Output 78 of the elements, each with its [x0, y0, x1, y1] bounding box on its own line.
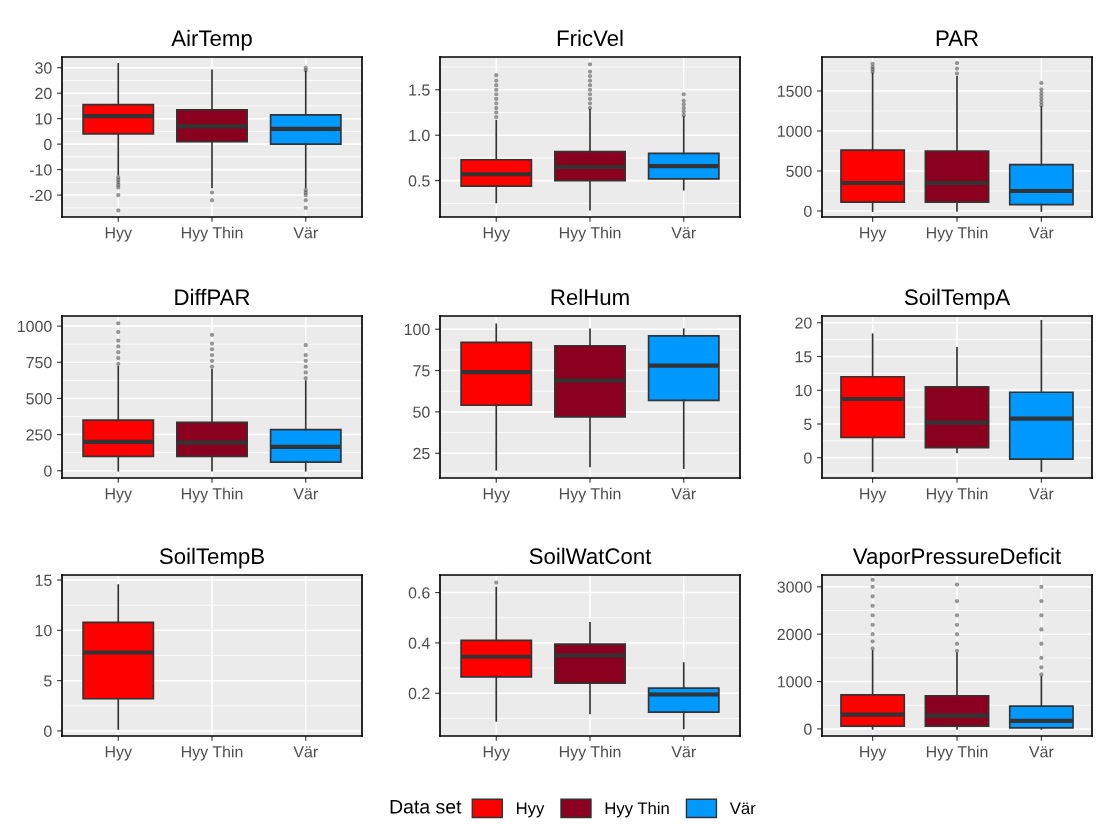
x-tick-label: Hyy Thin [559, 226, 621, 242]
x-tick-label: Hyy [483, 227, 510, 242]
chart-title: DiffPAR [175, 288, 250, 305]
x-tick-label: Hyy [105, 746, 132, 761]
y-tick-label: 0 [44, 138, 52, 151]
y-tick-label: 15 [795, 351, 812, 363]
x-tick-label: Vär [293, 488, 318, 500]
y-tick-label: 1000 [17, 320, 52, 333]
x-tick-label: Vär [671, 488, 696, 500]
x-tick-label: Hyy Thin [559, 487, 621, 503]
x-tick-label: Hyy [105, 227, 132, 242]
y-tick-label: 1.5 [409, 84, 430, 96]
x-tick-label: Vär [1029, 746, 1054, 758]
x-tick-label: Vär [671, 746, 696, 758]
x-tick-label: Hyy Thin [559, 745, 621, 761]
x-tick-label: Hyy [860, 488, 887, 503]
y-tick-label: 1000 [777, 125, 812, 137]
category-label: Hyy Thin [605, 801, 669, 818]
y-tick-label: 0.2 [408, 687, 430, 700]
y-tick-label: 750 [26, 356, 52, 369]
x-tick-label: Hyy Thin [926, 487, 988, 503]
chart-title: SoilTempB [159, 547, 264, 569]
y-tick-label: 20 [795, 317, 812, 329]
chart-title: FricVel [557, 29, 623, 47]
x-tick-label: Hyy [483, 746, 510, 761]
y-tick-label: 20 [35, 87, 52, 100]
chart-title: AirTemp [171, 29, 252, 51]
x-tick-label: Hyy Thin [181, 487, 243, 503]
y-tick-label: 1.0 [409, 129, 430, 142]
y-tick-label: 0 [44, 465, 52, 477]
y-tick-label: -20 [29, 189, 52, 202]
x-tick-label: Vär [671, 227, 696, 239]
y-tick-label: -10 [29, 164, 52, 176]
y-tick-label: 10 [795, 384, 812, 397]
y-tick-label: 0.6 [408, 587, 430, 599]
x-tick-label: Vär [1029, 488, 1054, 500]
x-tick-label: Vär [1029, 227, 1054, 239]
y-tick-label: 15 [35, 574, 52, 586]
y-tick-label: 0 [44, 725, 52, 737]
y-tick-label: 500 [786, 165, 812, 177]
y-tick-label: 1000 [777, 676, 812, 688]
y-tick-label: 3000 [777, 581, 812, 593]
y-tick-label: 500 [26, 393, 52, 405]
y-tick-label: 0 [804, 723, 812, 735]
y-tick-label: 0 [804, 205, 812, 217]
y-tick-label: 2000 [777, 628, 812, 641]
x-tick-label: Hyy [105, 488, 132, 503]
y-tick-label: 10 [35, 113, 52, 125]
y-tick-label: 75 [413, 365, 430, 377]
y-tick-label: 250 [26, 429, 52, 441]
y-tick-label: 25 [413, 447, 430, 460]
chart-title: SoilWatCont [529, 547, 652, 565]
x-tick-label: Vär [293, 746, 318, 758]
y-tick-label: 0.5 [408, 175, 430, 187]
x-tick-label: Hyy Thin [926, 226, 988, 242]
y-tick-label: 30 [35, 62, 52, 74]
category-label: Hyy [516, 802, 545, 818]
y-tick-label: 100 [404, 323, 430, 336]
y-tick-label: 50 [413, 406, 430, 418]
x-tick-label: Vär [293, 227, 318, 239]
x-tick-label: Hyy Thin [926, 745, 988, 761]
legend-title: Data set [390, 800, 462, 814]
x-tick-label: Hyy [860, 227, 887, 242]
category-label: Vär [729, 802, 756, 815]
y-tick-label: 5 [44, 675, 52, 687]
x-tick-label: Hyy Thin [181, 745, 243, 761]
y-tick-label: 5 [804, 418, 812, 430]
y-tick-label: 0 [804, 452, 812, 464]
y-tick-label: 0.4 [408, 637, 430, 649]
chart-title: RelHum [551, 288, 629, 306]
chart-title: PAR [936, 30, 978, 46]
chart-title: VaporPressureDeficit [852, 547, 1061, 569]
x-tick-label: Hyy Thin [181, 226, 243, 242]
y-tick-label: 1500 [777, 85, 812, 97]
x-tick-label: Hyy [483, 488, 510, 503]
chart-title: SoilTempA [904, 288, 1011, 310]
x-tick-label: Hyy [860, 746, 887, 761]
y-tick-label: 10 [35, 624, 52, 637]
